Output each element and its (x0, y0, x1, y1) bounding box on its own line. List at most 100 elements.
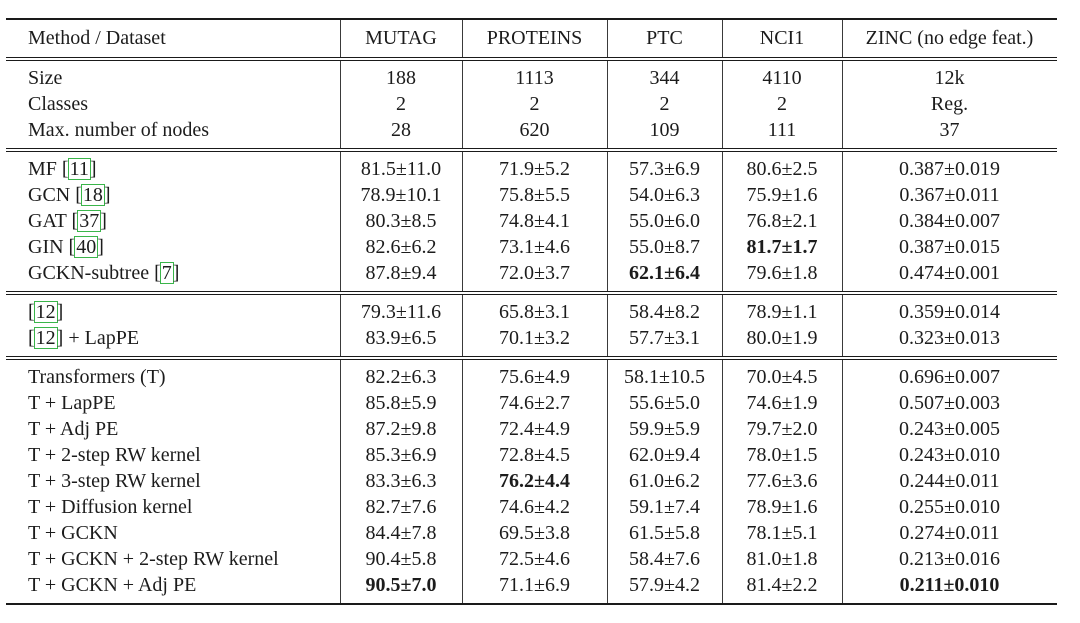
value-cell: 87.8±9.4 (365, 262, 437, 284)
method-label-text: [ (28, 327, 35, 349)
method-label-text: MF [ (28, 158, 69, 180)
citation-link[interactable]: 7 (159, 262, 174, 284)
value-cell: 85.3±6.9 (365, 444, 437, 466)
value-cell: 0.244±0.011 (899, 470, 1000, 492)
method-cell: T + Adj PE (6, 416, 340, 442)
value-cell: 71.9±5.2 (499, 158, 570, 180)
value-cell: 59.1±7.4 (629, 496, 700, 518)
value-cell: 57.3±6.9 (629, 158, 700, 180)
value-cell: 90.5±7.0 (365, 574, 437, 596)
table-section: Transformers (T) 82.2±6.3 75.6±4.9 58.1±10.… (6, 360, 1057, 603)
value-cell: 82.7±7.6 (365, 496, 437, 518)
value-cell: 0.323±0.013 (899, 327, 1000, 349)
value-cell: 0.243±0.005 (899, 418, 1000, 440)
value-cell: 90.4±5.8 (365, 548, 437, 570)
value-cell: 0.387±0.019 (899, 158, 1000, 180)
results-table: Method / Dataset MUTAG PROTEINS PTC NCI1… (6, 18, 1057, 605)
value-cell: 57.7±3.1 (629, 327, 700, 349)
method-label-text: ] + LapPE (56, 327, 140, 349)
citation-link[interactable]: 37 (77, 210, 102, 232)
value-cell: 58.1±10.5 (624, 366, 705, 388)
value-cell: 76.2±4.4 (499, 470, 570, 492)
value-cell: 82.2±6.3 (365, 366, 437, 388)
method-cell: GAT [37] (6, 208, 340, 234)
value-cell: 74.6±1.9 (746, 392, 818, 414)
value-cell: 81.7±1.7 (746, 236, 818, 258)
method-cell: MF [11] (6, 156, 340, 182)
citation-link[interactable]: 40 (74, 236, 99, 258)
table-section: [12] 79.3±11.6 65.8±3.1 58.4±8.2 78.9±1.1 0.3… (6, 295, 1057, 356)
method-cell: T + GCKN + Adj PE (6, 572, 340, 598)
method-cell: T + 2-step RW kernel (6, 442, 340, 468)
method-label-text: T + Adj PE (28, 418, 119, 440)
value-cell: 81.5±11.0 (360, 158, 442, 180)
value-cell: 72.4±4.9 (499, 418, 570, 440)
value-cell: 188 (386, 67, 416, 89)
table-body: Size 188 1113 344 4110 12k Classes 2 2 2 2 Reg. Max.… (6, 61, 1057, 603)
value-cell: 78.0±1.5 (746, 444, 818, 466)
value-cell: 57.9±4.2 (629, 574, 700, 596)
value-cell: 0.243±0.010 (899, 444, 1000, 466)
table-header-row: Method / Dataset MUTAG PROTEINS PTC NCI1… (6, 20, 1057, 57)
value-cell: 0.213±0.016 (899, 548, 1000, 570)
method-cell: T + 3-step RW kernel (6, 468, 340, 494)
method-label-text: T + 3-step RW kernel (28, 470, 201, 492)
method-cell: GIN [40] (6, 234, 340, 260)
value-cell: 72.5±4.6 (499, 548, 570, 570)
value-cell: 62.0±9.4 (629, 444, 700, 466)
method-label-text: T + GCKN (28, 522, 118, 544)
value-cell: 0.507±0.003 (899, 392, 1000, 414)
value-cell: Reg. (930, 93, 969, 115)
method-cell: GCN [18] (6, 182, 340, 208)
value-cell: 80.6±2.5 (746, 158, 818, 180)
value-cell: 69.5±3.8 (499, 522, 570, 544)
method-cell: Classes (6, 91, 340, 117)
method-cell: T + LapPE (6, 390, 340, 416)
method-label-text: Size (28, 67, 63, 89)
page: Method / Dataset MUTAG PROTEINS PTC NCI1… (6, 18, 1057, 605)
column-header-proteins: PROTEINS (486, 27, 583, 49)
section-divider (6, 356, 1057, 360)
value-cell: 73.1±4.6 (499, 236, 570, 258)
citation-link[interactable]: 11 (67, 158, 91, 180)
value-cell: 0.474±0.001 (899, 262, 1000, 284)
value-cell: 71.1±6.9 (499, 574, 570, 596)
value-cell: 80.3±8.5 (365, 210, 437, 232)
value-cell: 79.6±1.8 (746, 262, 818, 284)
value-cell: 78.1±5.1 (746, 522, 818, 544)
value-cell: 87.2±9.8 (365, 418, 437, 440)
method-label-text: T + Diffusion kernel (28, 496, 193, 518)
citation-link[interactable]: 12 (33, 301, 58, 323)
method-label-text: GAT [ (28, 210, 79, 232)
column-header-ptc: PTC (646, 27, 683, 49)
value-cell: 82.6±6.2 (365, 236, 437, 258)
value-cell: 2 (529, 93, 540, 115)
citation-link[interactable]: 12 (33, 327, 58, 349)
value-cell: 75.9±1.6 (746, 184, 818, 206)
value-cell: 0.387±0.015 (899, 236, 1000, 258)
method-cell: T + GCKN (6, 520, 340, 546)
value-cell: 2 (659, 93, 670, 115)
method-label-text: GIN [ (28, 236, 76, 258)
value-cell: 109 (649, 119, 680, 141)
value-cell: 65.8±3.1 (499, 301, 570, 323)
method-label-text: Classes (28, 93, 88, 115)
value-cell: 75.8±5.5 (499, 184, 570, 206)
value-cell: 55.0±6.0 (629, 210, 700, 232)
method-label-text: T + 2-step RW kernel (28, 444, 201, 466)
method-label-text: ] (172, 262, 180, 284)
method-label-text: ] (89, 158, 97, 180)
value-cell: 74.8±4.1 (499, 210, 570, 232)
value-cell: 0.359±0.014 (899, 301, 1000, 323)
header-divider (6, 57, 1057, 61)
value-cell: 78.9±10.1 (360, 184, 442, 206)
citation-link[interactable]: 18 (80, 184, 105, 206)
method-cell: Size (6, 65, 340, 91)
method-label-text: Transformers (T) (28, 366, 166, 388)
value-cell: 81.0±1.8 (746, 548, 818, 570)
value-cell: 59.9±5.9 (629, 418, 700, 440)
value-cell: 58.4±8.2 (629, 301, 700, 323)
value-cell: 75.6±4.9 (499, 366, 570, 388)
value-cell: 77.6±3.6 (746, 470, 818, 492)
method-cell: T + Diffusion kernel (6, 494, 340, 520)
